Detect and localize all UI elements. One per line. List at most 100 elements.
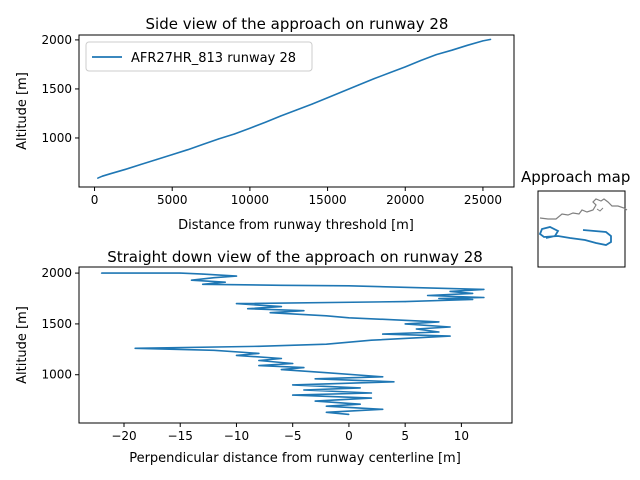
down-view-x-tick-label: 0 [345,429,353,443]
side-view-data-point [482,40,484,42]
down-view-data-point [213,277,215,279]
side-view-x-tick-label: 5000 [157,193,188,207]
down-view-data-point [404,323,406,325]
down-view-data-point [247,308,249,310]
side-view-data-point [218,138,220,140]
down-view-data-point [370,339,372,341]
down-view-data-point [393,319,395,321]
down-view-y-label: Altitude [m] [15,306,30,384]
side-view-x-tick-label: 15000 [308,193,346,207]
down-view-data-point [359,387,361,389]
legend: AFR27HR_813 runway 28 [85,41,313,72]
down-view-data-point [235,275,238,277]
down-view-y-ticks: 1000 1500 2000 [41,266,79,382]
down-view-data-point [382,376,384,378]
down-view-data-point [258,359,260,362]
down-view-x-tick-label: −5 [284,429,302,443]
side-view-data-point [389,72,391,74]
down-view-data-point [325,405,327,407]
side-view-y-ticks: 1000 1500 2000 [41,33,79,145]
side-view-data-point [451,49,453,51]
side-view-data-point [140,163,142,165]
side-view-x-tick-label: 0 [91,193,99,207]
side-view-data-point [311,103,313,105]
down-view-data-point [427,294,429,297]
down-view-data-point [292,362,294,365]
down-view-data-point [258,345,260,347]
down-view-data-point [325,315,327,317]
approach-map-coastline-detail [596,207,604,212]
down-view-series-line [101,272,485,416]
side-view-data-point [249,127,251,129]
side-view-data-point [187,149,189,151]
down-view-data-point [348,317,350,319]
down-view-data-point [179,272,181,274]
down-view-data-point [100,272,103,274]
down-view-data-point [483,296,485,299]
down-view-y-tick-label: 1500 [41,317,72,331]
side-view-data-point [125,168,127,170]
down-view-x-label: Perpendicular distance from runway cente… [129,451,461,466]
side-view-data-point [327,97,329,99]
down-view-x-ticks: −20 −15 −10 −5 0 5 10 [111,423,469,443]
side-view-data-point [202,143,204,145]
down-view-data-point [303,367,305,369]
side-view-y-tick-label: 2000 [41,33,72,47]
down-view-data-point [280,306,282,308]
down-view-data-point [370,392,372,394]
down-view-data-point [303,310,305,312]
down-view-title: Straight down view of the approach on ru… [107,248,483,266]
down-view-x-tick-label: −15 [168,429,193,443]
side-view-plot-area [97,38,492,179]
side-view-data-point [97,177,99,179]
down-view-data-point [325,372,327,374]
down-view-data-point [449,326,451,328]
approach-map-title: Approach map [521,168,630,186]
down-view-x-tick-label: 10 [454,429,469,443]
side-view-data-point [466,44,468,46]
down-view-data-point [280,357,282,360]
down-view-data-point [348,413,350,415]
down-view-data-point [449,335,451,337]
down-view-data-point [292,384,294,386]
down-view-data-point [258,365,260,367]
approach-map-frame [537,190,626,268]
down-view-data-point [438,331,440,333]
down-view-data-point [370,397,372,399]
down-view-y-tick-label: 1000 [41,368,72,382]
side-view-x-tick-label: 25000 [464,193,502,207]
side-view-x-tick-label: 10000 [231,193,269,207]
down-view-data-point [382,333,384,335]
down-view-data-point [483,288,485,290]
down-view-data-point [314,400,316,402]
down-view-data-point [472,298,474,301]
side-view-series-line [97,38,491,179]
side-view-x-tick-label: 20000 [386,193,424,207]
down-view-x-tick-label: −20 [111,429,136,443]
down-view-data-point [213,349,215,351]
down-view-data-point [415,328,417,330]
down-view-x-tick-label: 5 [401,429,409,443]
side-view-data-point [156,158,158,161]
down-view-data-point [235,303,238,305]
side-view-axes: Side view of the approach on runway 28 0… [15,15,515,233]
down-view-axes: Straight down view of the approach on ru… [15,248,513,466]
down-view-data-point [359,403,361,405]
down-view-data-point [303,389,305,391]
side-view-data-point [101,175,103,177]
side-view-data-point [342,90,344,92]
down-view-data-point [202,283,204,285]
side-view-data-point [373,78,375,80]
side-view-title: Side view of the approach on runway 28 [146,15,449,33]
side-view-data-point [490,38,492,41]
side-view-x-label: Distance from runway threshold [m] [178,218,414,233]
side-view-data-point [404,66,406,68]
legend-label: AFR27HR_813 runway 28 [131,51,296,66]
side-view-y-label: Altitude [m] [15,72,30,150]
side-view-frame [78,34,515,188]
down-view-data-point [292,394,294,396]
down-view-data-point [382,408,384,410]
side-view-data-point [233,133,235,135]
down-view-data-point [314,378,316,380]
